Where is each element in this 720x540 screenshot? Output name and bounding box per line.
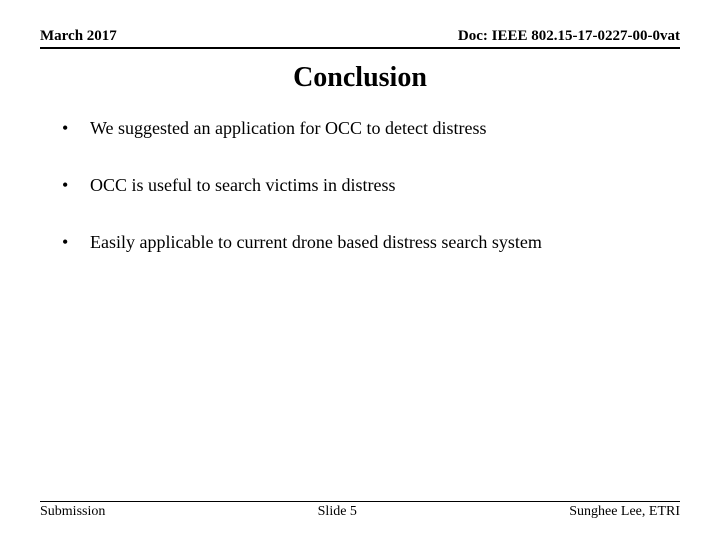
slide-title: Conclusion (0, 62, 720, 94)
header-date: March 2017 (40, 28, 117, 45)
list-item: • OCC is useful to search victims in dis… (62, 175, 680, 196)
bullet-icon: • (62, 175, 90, 196)
bullet-icon: • (62, 232, 90, 253)
slide-content: • We suggested an application for OCC to… (62, 118, 680, 289)
list-item: • We suggested an application for OCC to… (62, 118, 680, 139)
slide-header: March 2017 Doc: IEEE 802.15-17-0227-00-0… (40, 28, 680, 49)
bullet-text: We suggested an application for OCC to d… (90, 118, 680, 139)
bullet-text: OCC is useful to search victims in distr… (90, 175, 680, 196)
footer-author: Sunghee Lee, ETRI (569, 504, 680, 520)
bullet-icon: • (62, 118, 90, 139)
bullet-text: Easily applicable to current drone based… (90, 232, 680, 253)
slide-footer: Submission Slide 5 Sunghee Lee, ETRI (40, 501, 680, 520)
header-doc-id: Doc: IEEE 802.15-17-0227-00-0vat (458, 28, 680, 45)
list-item: • Easily applicable to current drone bas… (62, 232, 680, 253)
footer-slide-number: Slide 5 (105, 504, 569, 520)
footer-left: Submission (40, 504, 105, 520)
